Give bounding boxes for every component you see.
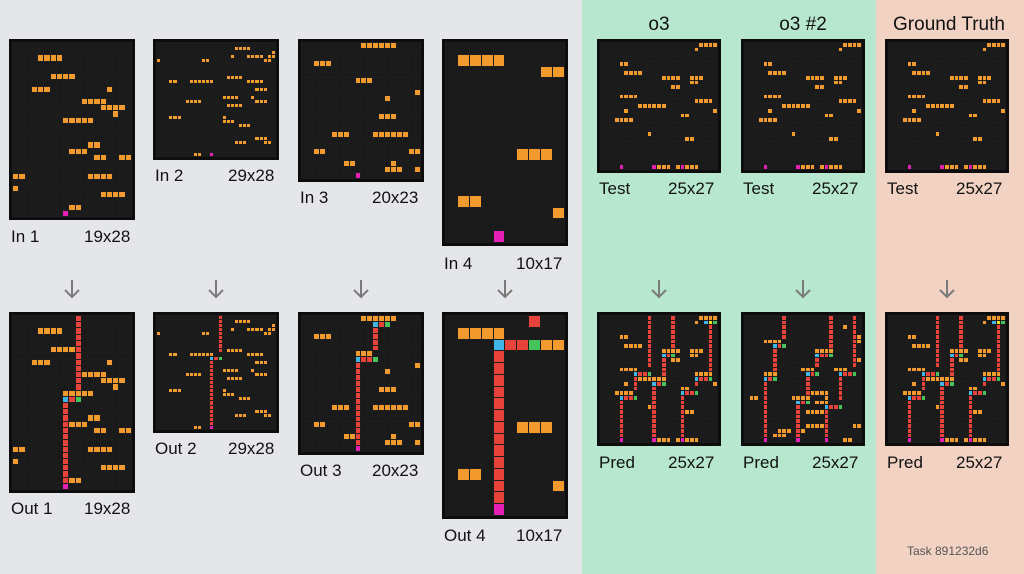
- out-4-label: Out 4: [444, 526, 486, 545]
- o3-2-pred-size: 25x27: [812, 453, 859, 472]
- output-grid-4: [442, 312, 568, 519]
- in-3-size: 20x23: [372, 188, 419, 207]
- o3-test-label: Test: [599, 179, 631, 198]
- o3-test-size: 25x27: [668, 179, 715, 198]
- o3-pred-size: 25x27: [668, 453, 715, 472]
- down-arrow-icon: [795, 280, 811, 299]
- ground-truth-test-size: 25x27: [956, 179, 1003, 198]
- ground-truth-test-grid: [885, 39, 1009, 173]
- in-1-size: 19x28: [84, 227, 131, 246]
- ground-truth-test-label: Test: [887, 179, 919, 198]
- input-grid-3: [298, 39, 424, 182]
- out-3-size: 20x23: [372, 461, 419, 480]
- o3-pred-label: Pred: [599, 453, 635, 472]
- down-arrow-icon: [497, 280, 513, 299]
- o3-test-grid: [597, 39, 721, 173]
- o3-2-test-size: 25x27: [812, 179, 859, 198]
- in-2-label: In 2: [155, 166, 184, 185]
- down-arrow-icon: [208, 280, 224, 299]
- out-2-size: 29x28: [228, 439, 275, 458]
- down-arrow-icon: [64, 280, 80, 299]
- in-4-size: 10x17: [516, 254, 563, 273]
- out-3-label: Out 3: [300, 461, 342, 480]
- ground-truth-pred-label: Pred: [887, 453, 923, 472]
- out-1-size: 19x28: [84, 499, 131, 518]
- o3-2-test-grid: [741, 39, 865, 173]
- o3-2-test-label: Test: [743, 179, 775, 198]
- in-3-label: In 3: [300, 188, 329, 207]
- o3-2-title: o3 #2: [779, 14, 827, 35]
- o3-title: o3: [648, 14, 670, 35]
- output-grid-1: [9, 312, 135, 493]
- task-id-label: Task 891232d6: [907, 544, 989, 558]
- output-grid-3: [298, 312, 424, 455]
- input-grid-2: [153, 39, 279, 160]
- output-grid-2: [153, 312, 279, 433]
- down-arrow-icon: [651, 280, 667, 299]
- in-2-size: 29x28: [228, 166, 275, 185]
- input-grid-1: [9, 39, 135, 220]
- out-4-size: 10x17: [516, 526, 563, 545]
- down-arrow-icon: [353, 280, 369, 299]
- ground-truth-title: Ground Truth: [893, 14, 1005, 35]
- input-grid-4: [442, 39, 568, 246]
- ground-truth-pred-size: 25x27: [956, 453, 1003, 472]
- o3-2-pred-label: Pred: [743, 453, 779, 472]
- out-2-label: Out 2: [155, 439, 197, 458]
- out-1-label: Out 1: [11, 499, 53, 518]
- o3-pred-grid: [597, 312, 721, 446]
- in-1-label: In 1: [11, 227, 40, 246]
- o3-2-pred-grid: [741, 312, 865, 446]
- ground-truth-pred-grid: [885, 312, 1009, 446]
- in-4-label: In 4: [444, 254, 473, 273]
- down-arrow-icon: [939, 280, 955, 299]
